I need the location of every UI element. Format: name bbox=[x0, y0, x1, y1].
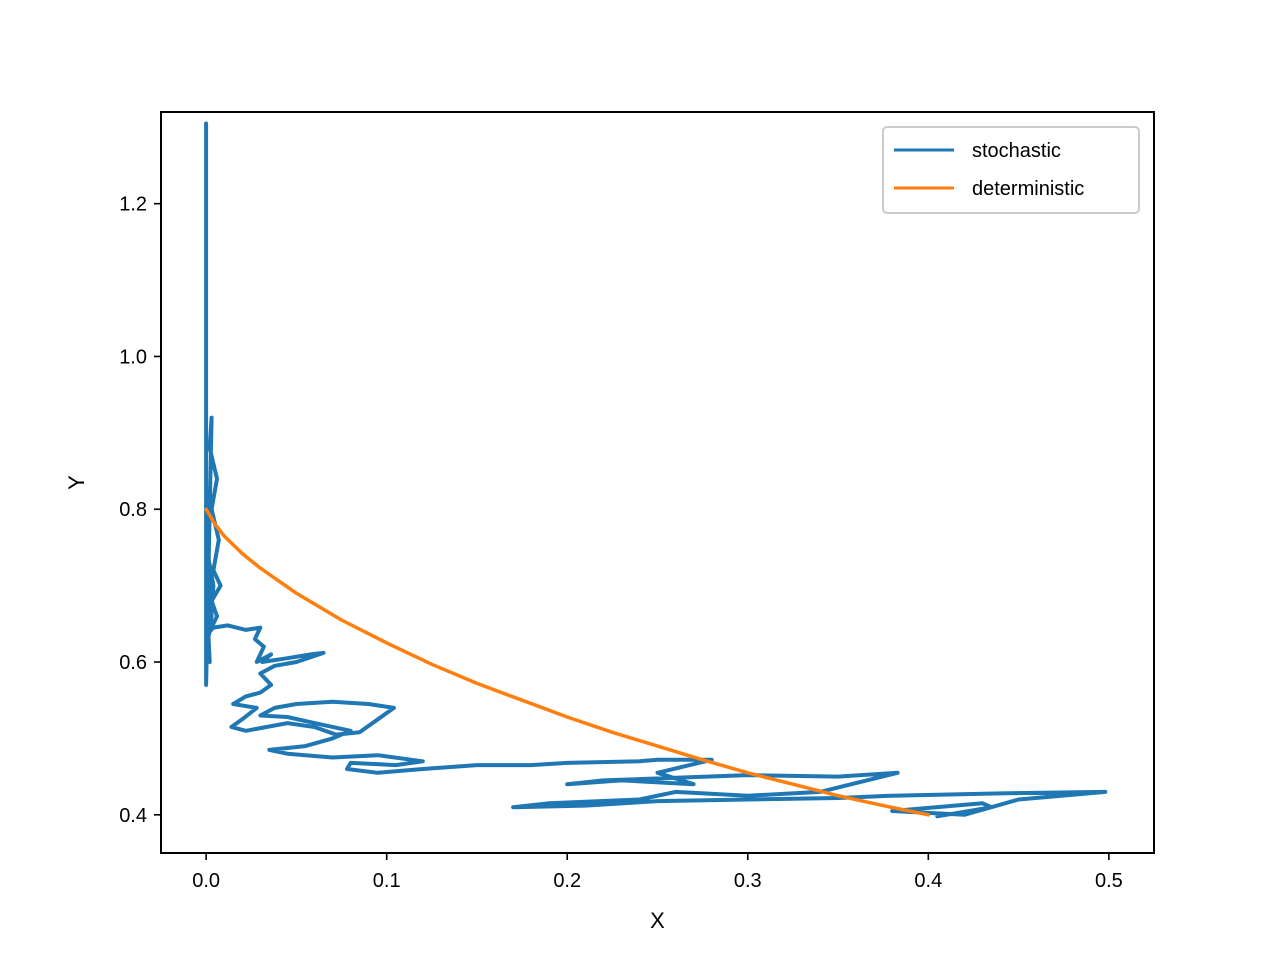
y-axis-ticks: 0.4 0.6 0.8 1.0 1.2 bbox=[119, 194, 161, 827]
series-line-deterministic bbox=[204, 507, 931, 817]
y-tick-label: 0.8 bbox=[119, 499, 147, 521]
x-tick-label: 0.1 bbox=[373, 870, 401, 892]
y-tick-label: 1.0 bbox=[119, 346, 147, 368]
legend: stochastic deterministic bbox=[882, 126, 1140, 214]
y-tick-label: 0.6 bbox=[119, 652, 147, 674]
y-axis-label: Y bbox=[64, 475, 89, 490]
y-tick-label: 0.4 bbox=[119, 805, 147, 827]
x-axis-label: X bbox=[650, 908, 665, 933]
x-axis-ticks: 0.0 0.1 0.2 0.3 0.4 0.5 bbox=[192, 853, 1123, 892]
y-tick-label: 1.2 bbox=[119, 194, 147, 216]
x-tick-label: 0.5 bbox=[1095, 870, 1123, 892]
series-line-stochastic bbox=[204, 121, 1108, 819]
legend-label-deterministic: deterministic bbox=[972, 178, 1084, 200]
x-tick-label: 0.3 bbox=[734, 870, 762, 892]
axes-frame bbox=[160, 111, 1155, 854]
x-tick-label: 0.2 bbox=[553, 870, 581, 892]
legend-label-stochastic: stochastic bbox=[972, 140, 1061, 162]
x-tick-label: 0.0 bbox=[192, 870, 220, 892]
plot-area bbox=[204, 121, 1108, 819]
x-tick-label: 0.4 bbox=[914, 870, 942, 892]
